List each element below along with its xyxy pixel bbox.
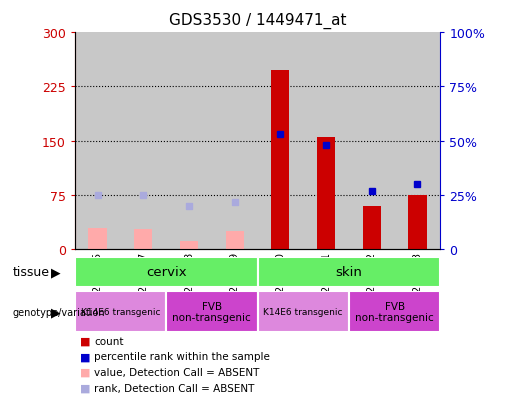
Bar (226, 232, 244, 250)
Bar (89, 228, 107, 250)
Bar (317, 138, 335, 250)
Bar (75, 257, 258, 287)
Text: tissue: tissue (13, 266, 50, 279)
Bar (303, 33, 349, 250)
Bar (166, 291, 258, 332)
Text: cervix: cervix (146, 266, 186, 279)
Bar (394, 33, 440, 250)
Bar (75, 291, 166, 332)
Text: percentile rank within the sample: percentile rank within the sample (94, 351, 270, 361)
Bar (349, 291, 440, 332)
Bar (134, 230, 152, 250)
Text: ■: ■ (80, 383, 90, 393)
Text: K14E6 transgenic: K14E6 transgenic (264, 307, 343, 316)
Bar (349, 33, 394, 250)
Text: value, Detection Call = ABSENT: value, Detection Call = ABSENT (94, 367, 260, 377)
Text: FVB
non-transgenic: FVB non-transgenic (173, 301, 251, 323)
Bar (408, 196, 426, 250)
Text: rank, Detection Call = ABSENT: rank, Detection Call = ABSENT (94, 383, 254, 393)
Bar (258, 257, 440, 287)
Bar (166, 33, 212, 250)
Text: skin: skin (335, 266, 363, 279)
Bar (258, 33, 303, 250)
Text: ▶: ▶ (50, 305, 60, 318)
Bar (212, 33, 258, 250)
Text: ■: ■ (80, 367, 90, 377)
Text: count: count (94, 336, 124, 346)
Text: ■: ■ (80, 336, 90, 346)
Text: ■: ■ (80, 351, 90, 361)
Text: FVB
non-transgenic: FVB non-transgenic (355, 301, 434, 323)
Bar (180, 241, 198, 250)
Bar (258, 291, 349, 332)
Text: ▶: ▶ (50, 266, 60, 279)
Bar (271, 71, 289, 250)
Text: K14E6 transgenic: K14E6 transgenic (81, 307, 160, 316)
Text: genotype/variation: genotype/variation (13, 307, 106, 317)
Title: GDS3530 / 1449471_at: GDS3530 / 1449471_at (169, 13, 346, 29)
Bar (121, 33, 166, 250)
Bar (75, 33, 121, 250)
Bar (363, 206, 381, 250)
